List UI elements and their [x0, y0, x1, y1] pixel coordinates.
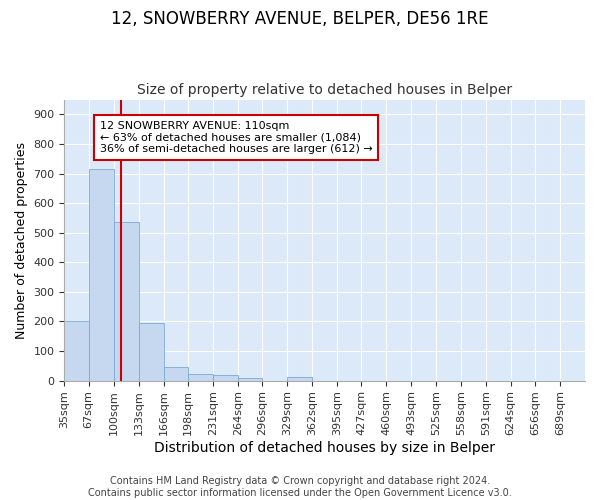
- Title: Size of property relative to detached houses in Belper: Size of property relative to detached ho…: [137, 83, 512, 97]
- Bar: [188, 374, 213, 380]
- Bar: [64, 322, 89, 380]
- Text: 12, SNOWBERRY AVENUE, BELPER, DE56 1RE: 12, SNOWBERRY AVENUE, BELPER, DE56 1RE: [111, 10, 489, 28]
- Bar: [213, 374, 238, 380]
- Bar: [287, 377, 312, 380]
- Bar: [164, 368, 188, 380]
- Text: 12 SNOWBERRY AVENUE: 110sqm
← 63% of detached houses are smaller (1,084)
36% of : 12 SNOWBERRY AVENUE: 110sqm ← 63% of det…: [100, 121, 373, 154]
- Y-axis label: Number of detached properties: Number of detached properties: [15, 142, 28, 338]
- Bar: [238, 378, 262, 380]
- Text: Contains HM Land Registry data © Crown copyright and database right 2024.
Contai: Contains HM Land Registry data © Crown c…: [88, 476, 512, 498]
- Bar: [89, 169, 113, 380]
- X-axis label: Distribution of detached houses by size in Belper: Distribution of detached houses by size …: [154, 441, 495, 455]
- Bar: [113, 222, 139, 380]
- Bar: [139, 323, 164, 380]
